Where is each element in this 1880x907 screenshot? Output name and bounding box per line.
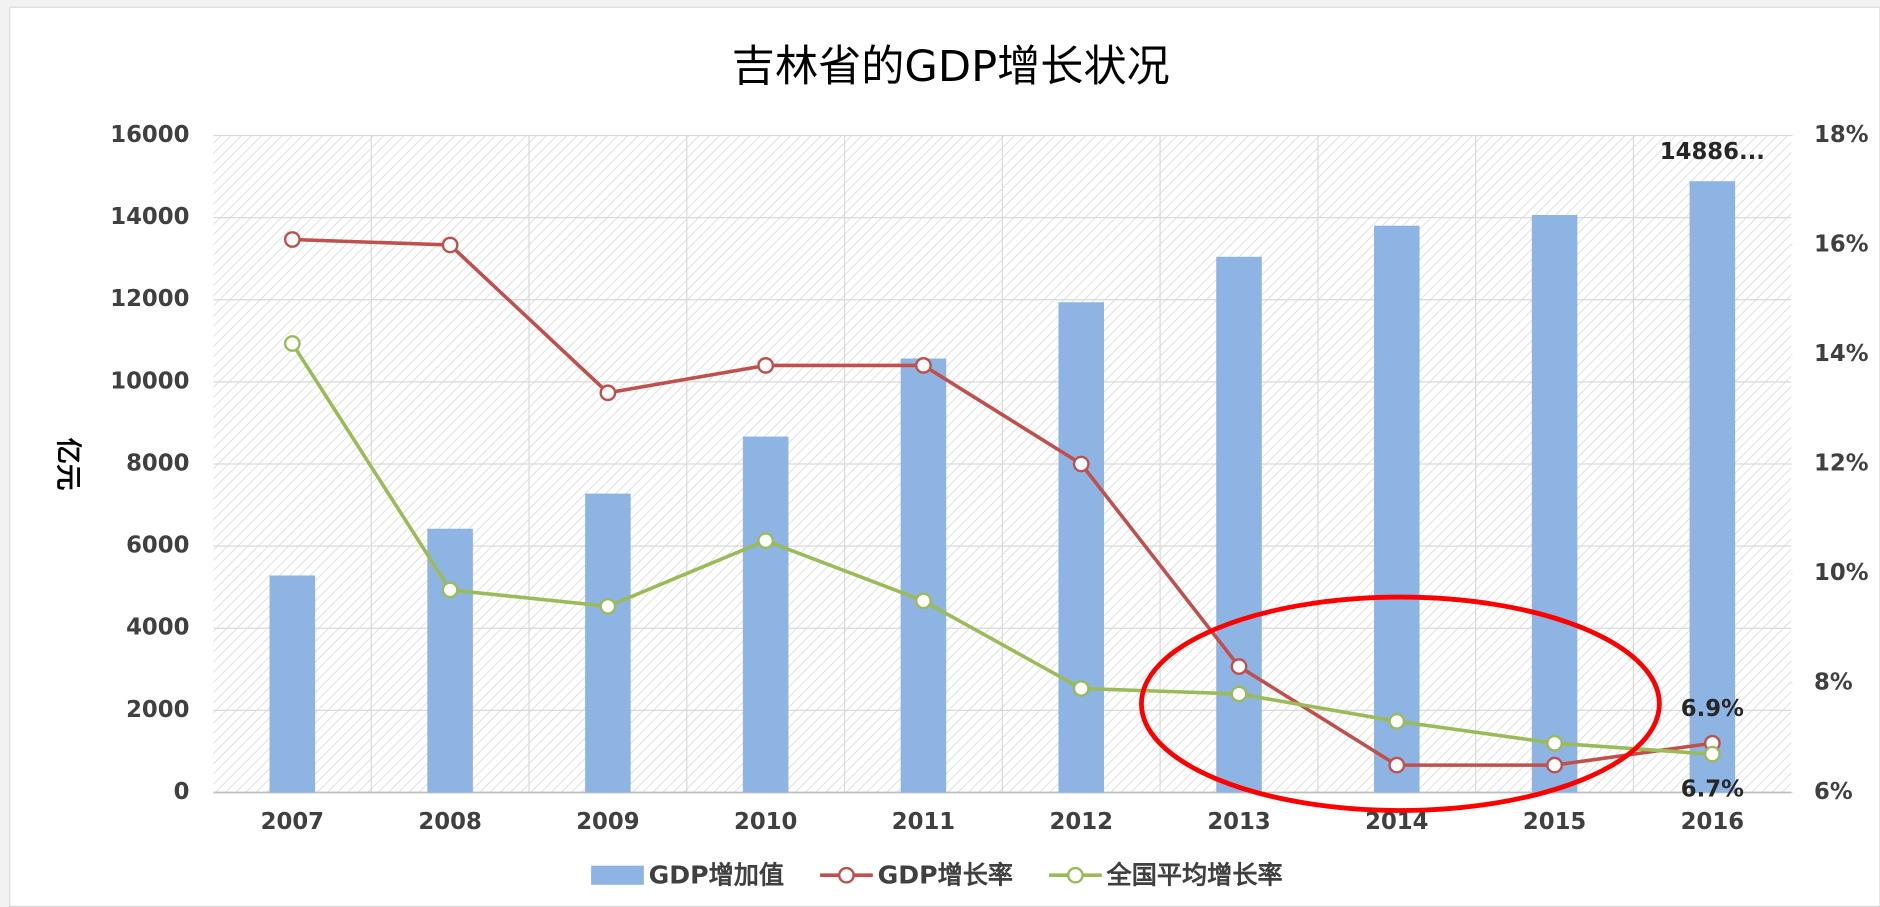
x-tick-label: 2012 xyxy=(1050,809,1113,835)
bar xyxy=(1531,215,1578,793)
bar xyxy=(427,528,473,793)
point xyxy=(915,592,932,610)
bar xyxy=(269,575,316,793)
y-tick-label: 8000 xyxy=(126,450,189,476)
point xyxy=(757,532,775,550)
point xyxy=(599,597,617,615)
bar-value-label: 14886... xyxy=(1660,139,1765,165)
point xyxy=(1546,756,1563,774)
chart-title: 吉林省的GDP增长状况 xyxy=(732,42,1170,92)
x-tick-label: 2014 xyxy=(1365,809,1428,835)
bar xyxy=(900,358,947,793)
point xyxy=(1230,685,1248,703)
y2-tick-label: 12% xyxy=(1814,450,1869,476)
x-tick-label: 2010 xyxy=(734,809,797,835)
line xyxy=(292,237,1713,767)
bar xyxy=(1374,225,1420,793)
point xyxy=(599,384,617,402)
x-tick-label: 2013 xyxy=(1207,809,1270,835)
x-tick-label: 2008 xyxy=(418,809,481,835)
y2-tick-label: 8% xyxy=(1814,669,1853,695)
point-value-label: 6.9% xyxy=(1681,696,1744,722)
x-tick-label: 2016 xyxy=(1681,809,1744,835)
x-tick-label: 2015 xyxy=(1523,809,1586,835)
legend-label: 全国平均增长率 xyxy=(1106,860,1283,889)
y2-tick-label: 6% xyxy=(1814,779,1853,805)
bar xyxy=(1058,302,1105,793)
bar xyxy=(742,436,789,793)
y-tick-label: 6000 xyxy=(126,533,189,559)
point xyxy=(1072,455,1090,473)
y-tick-label: 14000 xyxy=(110,204,189,230)
y-tick-label: 10000 xyxy=(110,368,189,394)
x-tick-label: 2007 xyxy=(261,809,324,835)
y-tick-label: 12000 xyxy=(110,286,189,312)
point xyxy=(441,236,459,254)
point xyxy=(757,357,775,374)
point xyxy=(1230,658,1248,675)
point xyxy=(283,231,301,248)
legend-swatch-point xyxy=(838,866,855,884)
y-tick-label: 16000 xyxy=(110,122,189,148)
y-axis-label: 亿元 xyxy=(53,438,84,491)
point xyxy=(1072,680,1090,697)
legend-swatch xyxy=(591,865,644,885)
bar xyxy=(1689,181,1736,793)
legend-label: GDP增长率 xyxy=(878,860,1013,889)
point xyxy=(283,335,301,352)
point xyxy=(1388,756,1406,774)
point xyxy=(1546,734,1563,752)
x-tick-label: 2011 xyxy=(892,809,955,835)
y-tick-label: 0 xyxy=(174,779,190,805)
point xyxy=(441,581,459,599)
y2-tick-label: 18% xyxy=(1814,122,1869,148)
y2-tick-label: 16% xyxy=(1814,231,1869,257)
line xyxy=(290,342,1713,756)
bar xyxy=(1216,256,1262,793)
plot: 0 2000 4000 6000 8000 10000 12000 14000 16000 6% 8… xyxy=(110,122,1868,889)
y2-tick-label: 14% xyxy=(1814,341,1869,367)
bar xyxy=(585,493,631,793)
legend-label: GDP增加值 xyxy=(649,860,784,889)
y-tick-label: 4000 xyxy=(126,615,189,641)
point xyxy=(1388,712,1406,730)
point xyxy=(915,357,932,374)
y-tick-label: 2000 xyxy=(126,697,189,723)
highlight-ellipse xyxy=(1139,594,1662,813)
point-value-label: 6.7% xyxy=(1681,777,1744,803)
point xyxy=(1703,745,1721,763)
x-tick-label: 2009 xyxy=(576,809,639,835)
legend-swatch-point xyxy=(1067,866,1084,884)
y2-tick-label: 10% xyxy=(1814,560,1869,586)
